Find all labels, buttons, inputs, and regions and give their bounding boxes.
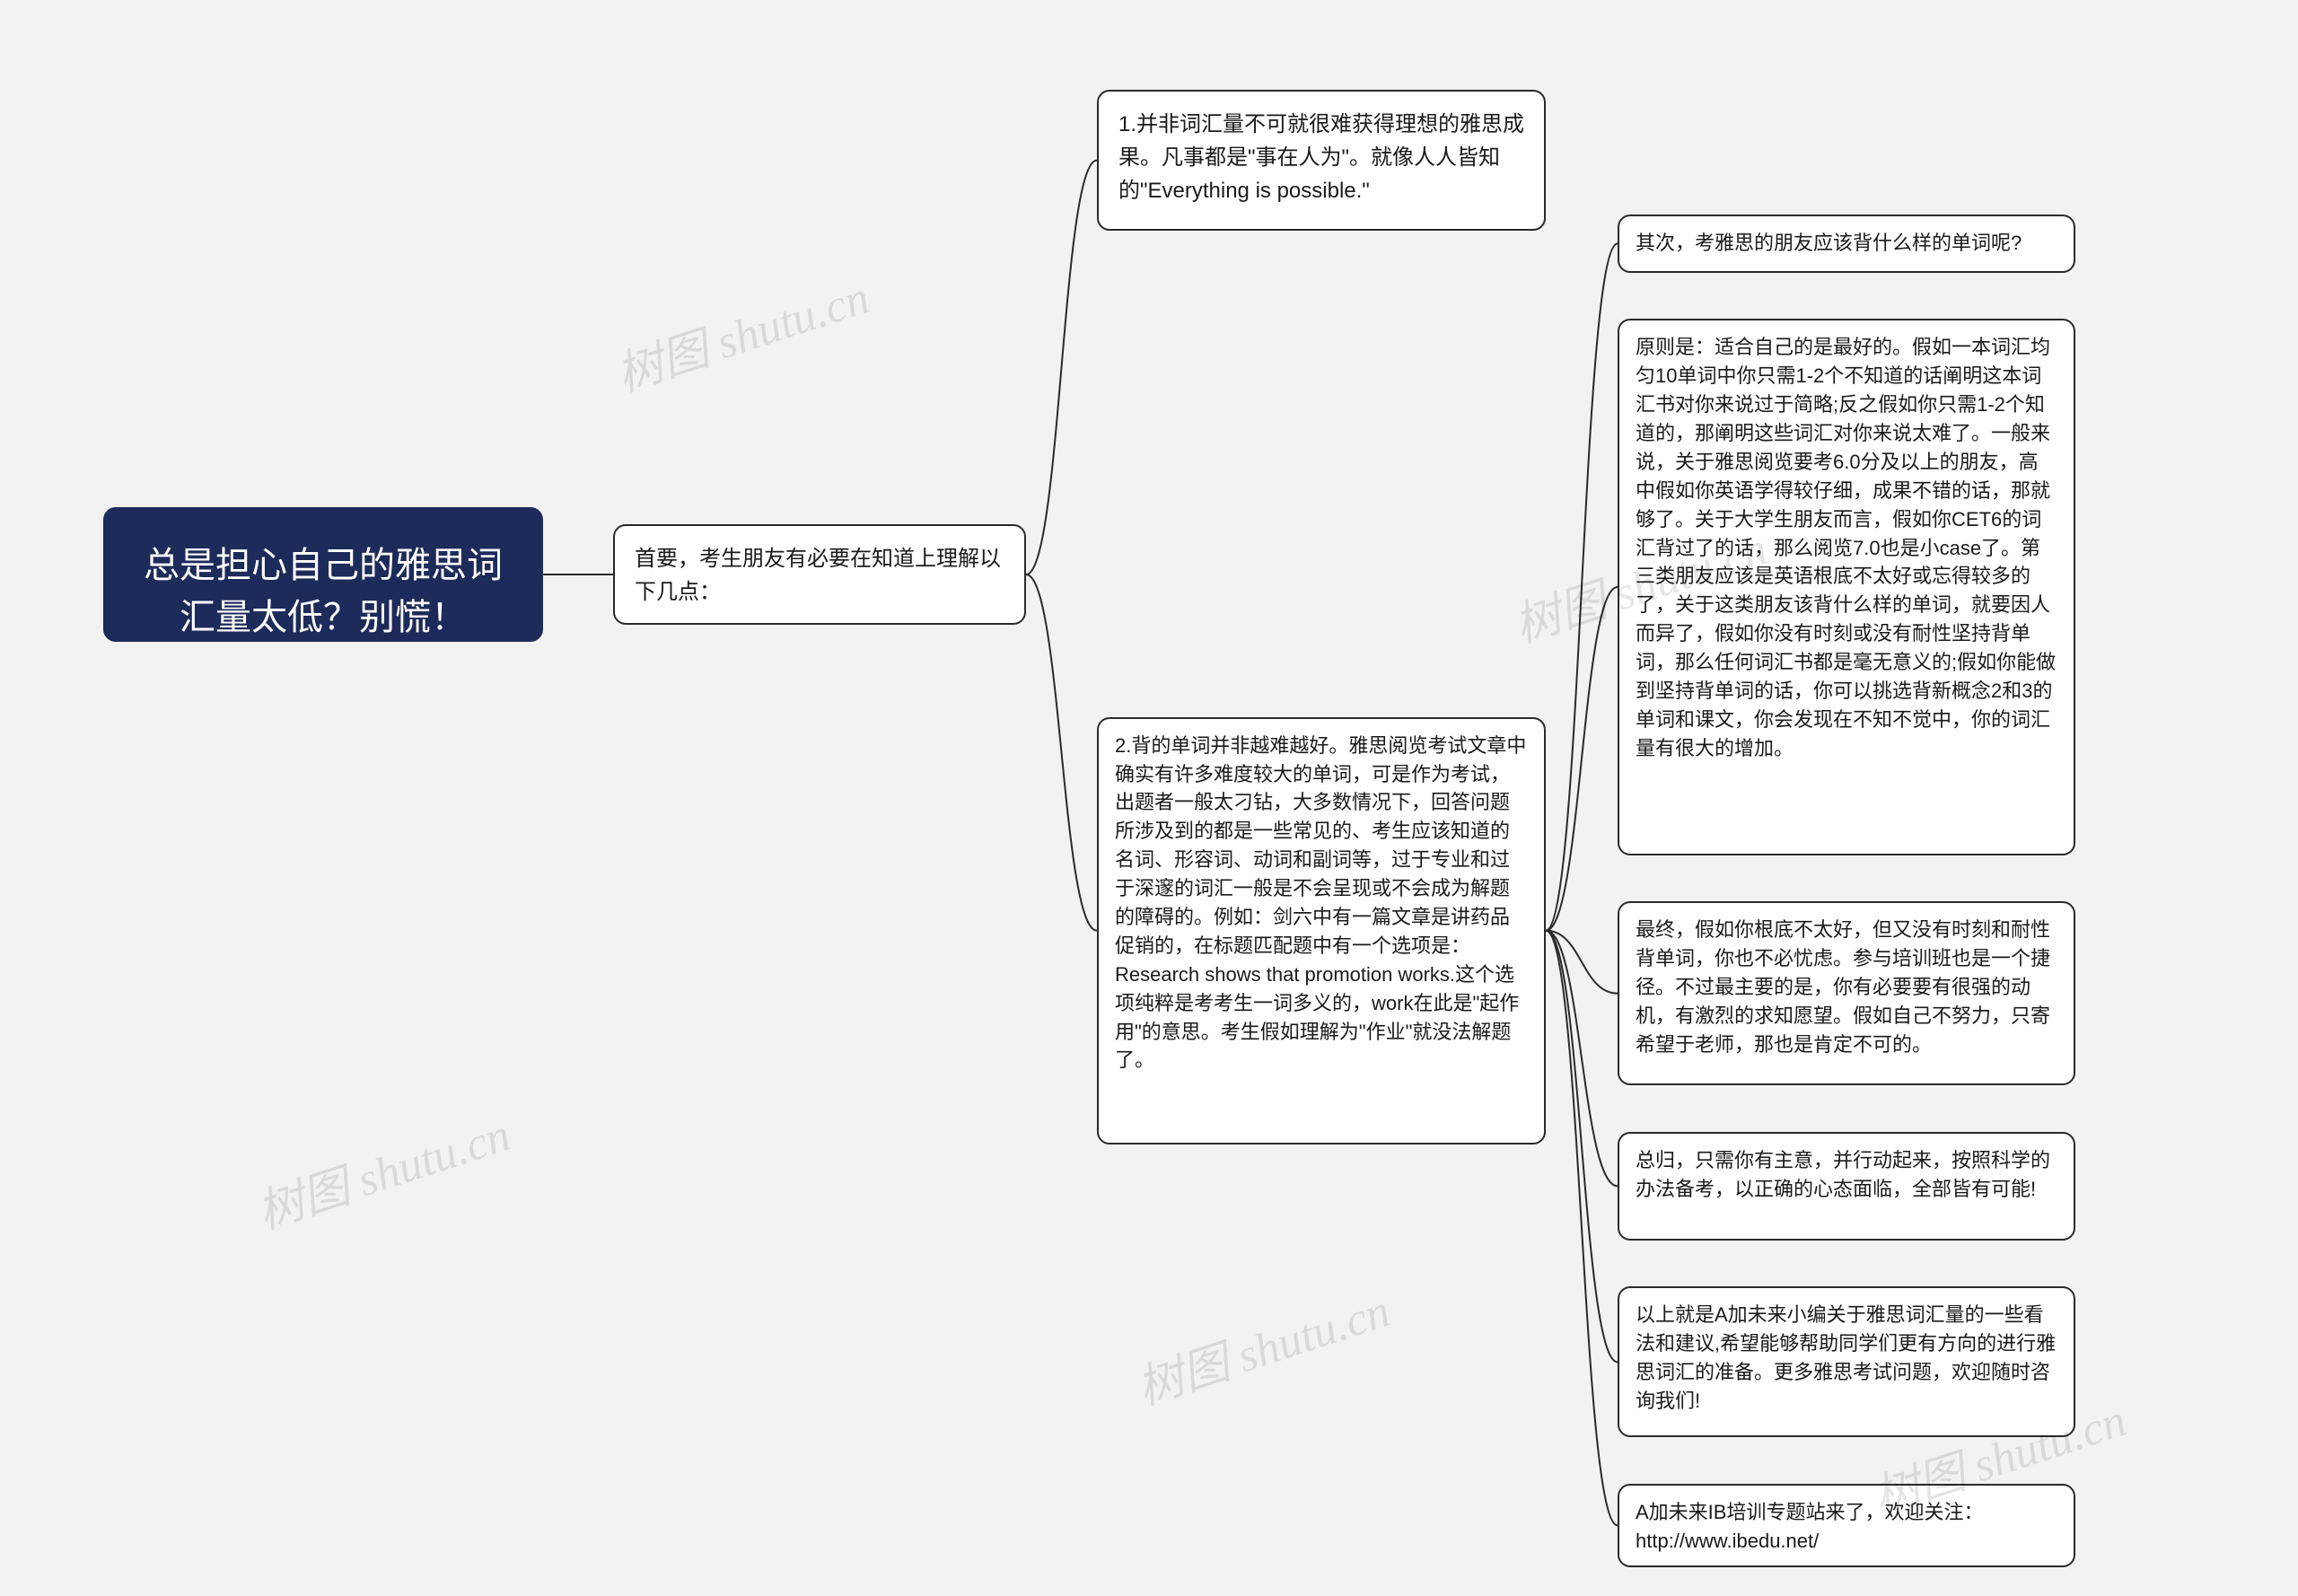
mindmap-node-text: 其次，考雅思的朋友应该背什么样的单词呢? — [1636, 232, 2022, 254]
mindmap-node-text: 总是担心自己的雅思词汇量太低？别慌！ — [144, 546, 503, 637]
watermark: 树图 shutu.cn — [1127, 1273, 1398, 1417]
mindmap-node-text: 1.并非词汇量不可就很难获得理想的雅思成果。凡事都是"事在人为"。就像人人皆知的… — [1118, 112, 1524, 203]
connector — [1546, 931, 1618, 1526]
connector — [1546, 931, 1618, 1187]
connector — [1026, 161, 1097, 574]
mindmap-node-l2a[interactable]: 1.并非词汇量不可就很难获得理想的雅思成果。凡事都是"事在人为"。就像人人皆知的… — [1097, 90, 1546, 231]
mindmap-node-root[interactable]: 总是担心自己的雅思词汇量太低？别慌！ — [103, 507, 543, 641]
mindmap-node-l3f[interactable]: A加未来IB培训专题站来了，欢迎关注：http://www.ibedu.net/ — [1618, 1484, 2075, 1567]
mindmap-node-l1[interactable]: 首要，考生朋友有必要在知道上理解以下几点： — [613, 524, 1026, 625]
mindmap-node-l3a[interactable]: 其次，考雅思的朋友应该背什么样的单词呢? — [1618, 215, 2075, 273]
connector — [1546, 931, 1618, 1363]
mindmap-node-l3b[interactable]: 原则是：适合自己的是最好的。假如一本词汇均匀10单词中你只需1-2个不知道的话阐… — [1618, 319, 2075, 855]
watermark: 树图 shutu.cn — [248, 1097, 518, 1241]
mindmap-node-text: 2.背的单词并非越难越好。雅思阅览考试文章中确实有许多难度较大的单词，可是作为考… — [1115, 734, 1526, 1072]
mindmap-node-l2b[interactable]: 2.背的单词并非越难越好。雅思阅览考试文章中确实有许多难度较大的单词，可是作为考… — [1097, 717, 1546, 1144]
mindmap-node-text: 总归，只需你有主意，并行动起来，按照科学的办法备考，以正确的心态面临，全部皆有可… — [1636, 1149, 2050, 1200]
mindmap-node-l3c[interactable]: 最终，假如你根底不太好，但又没有时刻和耐性背单词，你也不必忧虑。参与培训班也是一… — [1618, 901, 2075, 1085]
connector — [1546, 587, 1618, 931]
mindmap-node-l3d[interactable]: 总归，只需你有主意，并行动起来，按照科学的办法备考，以正确的心态面临，全部皆有可… — [1618, 1132, 2075, 1241]
mindmap-node-text: 原则是：适合自己的是最好的。假如一本词汇均匀10单词中你只需1-2个不知道的话阐… — [1636, 336, 2056, 759]
connector — [1546, 931, 1618, 994]
mindmap-node-text: 最终，假如你根底不太好，但又没有时刻和耐性背单词，你也不必忧虑。参与培训班也是一… — [1636, 918, 2050, 1056]
watermark: 树图 shutu.cn — [607, 259, 877, 404]
connector — [1026, 574, 1097, 931]
connector — [1546, 243, 1618, 930]
mindmap-node-l3e[interactable]: 以上就是A加未来小编关于雅思词汇量的一些看法和建议,希望能够帮助同学们更有方向的… — [1618, 1286, 2075, 1437]
mindmap-node-text: 首要，考生朋友有必要在知道上理解以下几点： — [635, 547, 1001, 604]
mindmap-node-text: 以上就是A加未来小编关于雅思词汇量的一些看法和建议,希望能够帮助同学们更有方向的… — [1636, 1303, 2056, 1412]
mindmap-node-text: A加未来IB培训专题站来了，欢迎关注：http://www.ibedu.net/ — [1636, 1501, 1983, 1552]
